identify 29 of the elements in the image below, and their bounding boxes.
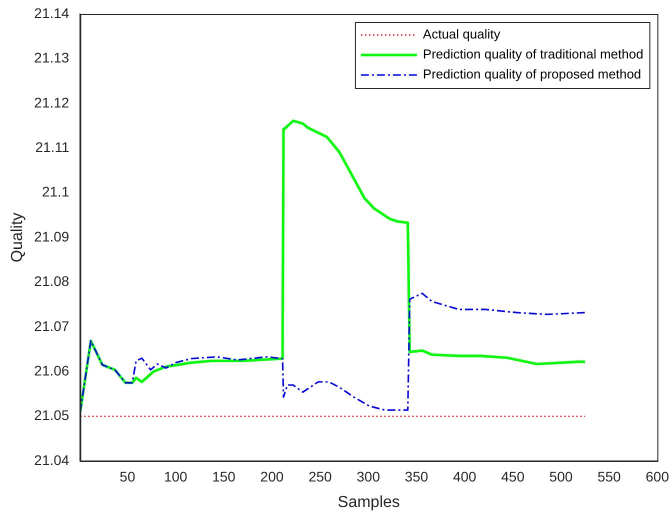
y-tick-label: 21.14 [34,4,70,21]
legend-label: Prediction quality of traditional method [422,46,644,62]
y-tick-label: 21.07 [34,318,70,334]
x-tick-label: 450 [501,468,525,484]
x-tick-label: 200 [260,468,284,484]
x-tick-label: 600 [646,468,670,484]
x-tick-label: 250 [308,468,332,484]
x-tick-label: 500 [549,468,573,484]
legend-label: Prediction quality of proposed method [422,66,642,82]
x-tick-label: 400 [452,468,477,484]
x-axis-title: Samples [338,494,400,511]
y-tick-label: 21.06 [34,362,70,378]
x-tick-label: 350 [404,468,428,484]
x-tick-label: 300 [356,468,380,484]
y-tick-label: 21.1 [42,184,70,200]
y-tick-label: 21.05 [34,407,70,424]
y-tick-label: 21.09 [34,228,70,244]
x-tick-label: 150 [212,468,236,484]
x-tick-label: 100 [164,468,188,484]
y-tick-label: 21.12 [34,94,70,110]
y-tick-label: 21.04 [34,452,70,468]
y-tick-label: 21.13 [34,50,70,66]
x-tick-label: 550 [597,468,622,484]
y-tick-label: 21.11 [35,138,70,155]
y-axis-title: Quality [9,212,26,262]
y-tick-label: 21.08 [34,273,70,290]
line-series [80,292,586,413]
legend-label: Actual quality [422,26,501,42]
x-tick-label: 50 [120,468,136,484]
